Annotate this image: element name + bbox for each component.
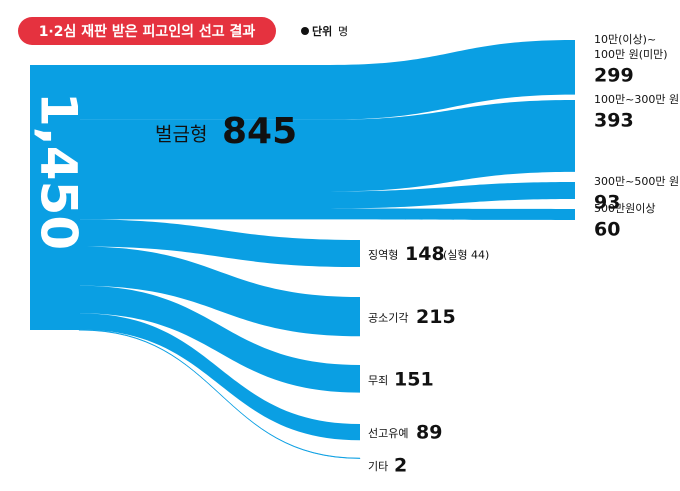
target-label: 100만~300만 원 <box>594 93 679 106</box>
target-label: 공소기각 <box>368 312 408 325</box>
flow <box>79 313 360 441</box>
target-label: 300만~500만 원 <box>594 175 679 188</box>
flow <box>79 40 575 120</box>
target-label: 무죄 <box>368 374 388 387</box>
flow <box>78 329 361 459</box>
source-node <box>30 65 80 330</box>
unit-label: 단위 <box>312 24 332 38</box>
group-label: 벌금형 <box>155 124 207 146</box>
target-label: 기타 <box>368 460 388 473</box>
group-value: 845 <box>222 111 297 152</box>
target-value: 393 <box>594 110 634 132</box>
target-value: 2 <box>394 455 407 477</box>
target-note: (실형 44) <box>443 249 489 262</box>
target-value: 299 <box>594 65 634 87</box>
flow <box>79 219 360 268</box>
flow <box>79 246 360 337</box>
target-value: 215 <box>416 306 456 328</box>
target-value: 151 <box>394 368 434 390</box>
target-label: 100만 원(미만) <box>594 48 668 61</box>
flow <box>79 100 575 192</box>
title-pill <box>18 17 276 45</box>
target-value: 89 <box>416 422 442 444</box>
unit-text: 명 <box>338 25 348 38</box>
unit-bullet <box>301 27 309 35</box>
flow <box>79 208 575 220</box>
target-value: 148 <box>405 243 445 265</box>
target-label: 선고유예 <box>368 427 408 440</box>
target-label: 10만(이상)~ <box>594 33 656 46</box>
chart-title: 1·2심 재판 받은 피고인의 선고 결과 <box>39 23 256 40</box>
target-value: 60 <box>594 219 620 241</box>
target-label: 징역형 <box>368 249 398 262</box>
flow <box>79 285 360 393</box>
target-label: 500만원이상 <box>594 202 655 215</box>
target-value: 93 <box>594 192 620 214</box>
flow <box>79 182 575 209</box>
total-label: 1,450 <box>30 92 88 250</box>
